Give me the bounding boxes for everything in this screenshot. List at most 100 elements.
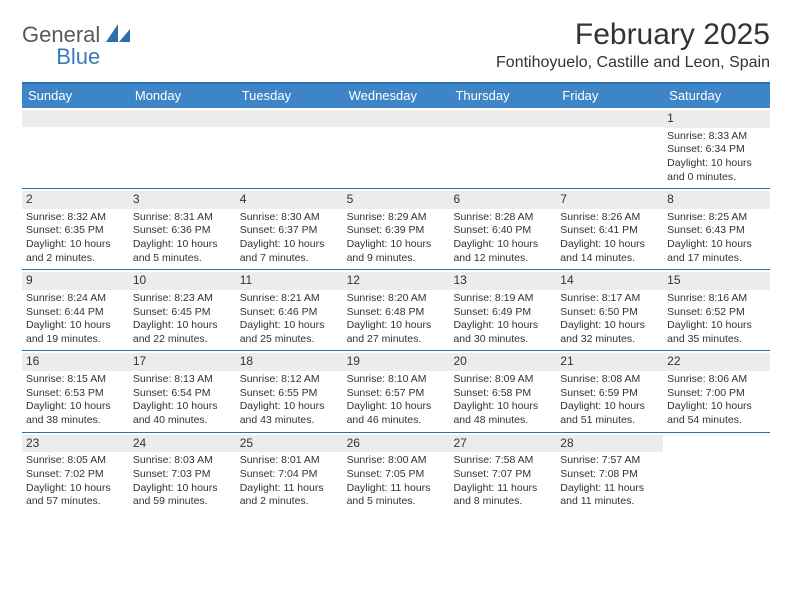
sunrise-text: Sunrise: 8:21 AM <box>240 292 339 306</box>
brand-logo: GeneralBlue <box>22 18 132 68</box>
sunrise-text: Sunrise: 8:05 AM <box>26 454 125 468</box>
daylight-text: Daylight: 10 hours and 59 minutes. <box>133 482 232 509</box>
sunset-text: Sunset: 7:00 PM <box>667 387 766 401</box>
sunrise-text: Sunrise: 8:06 AM <box>667 373 766 387</box>
daylight-text: Daylight: 10 hours and 27 minutes. <box>347 319 446 346</box>
month-title: February 2025 <box>496 18 770 52</box>
day-number: 16 <box>22 353 129 371</box>
daylight-text: Daylight: 10 hours and 25 minutes. <box>240 319 339 346</box>
daylight-text: Daylight: 10 hours and 35 minutes. <box>667 319 766 346</box>
sunset-text: Sunset: 6:41 PM <box>560 224 659 238</box>
daylight-text: Daylight: 11 hours and 2 minutes. <box>240 482 339 509</box>
day-number: 1 <box>663 110 770 128</box>
daylight-text: Daylight: 10 hours and 9 minutes. <box>347 238 446 265</box>
empty-cell <box>449 108 556 188</box>
daylight-text: Daylight: 10 hours and 14 minutes. <box>560 238 659 265</box>
day-cell: 21Sunrise: 8:08 AMSunset: 6:59 PMDayligh… <box>556 351 663 431</box>
day-number: 28 <box>556 435 663 453</box>
day-number <box>129 110 236 127</box>
brand-part1: General <box>22 24 100 46</box>
day-number: 27 <box>449 435 556 453</box>
day-number: 15 <box>663 272 770 290</box>
daylight-text: Daylight: 10 hours and 17 minutes. <box>667 238 766 265</box>
weekday-header: Friday <box>556 84 663 108</box>
day-cell: 13Sunrise: 8:19 AMSunset: 6:49 PMDayligh… <box>449 270 556 350</box>
day-number: 7 <box>556 191 663 209</box>
day-number <box>22 110 129 127</box>
sunset-text: Sunset: 7:02 PM <box>26 468 125 482</box>
sunset-text: Sunset: 6:40 PM <box>453 224 552 238</box>
empty-cell <box>236 108 343 188</box>
day-number: 14 <box>556 272 663 290</box>
sunrise-text: Sunrise: 7:58 AM <box>453 454 552 468</box>
sunrise-text: Sunrise: 8:19 AM <box>453 292 552 306</box>
day-number: 9 <box>22 272 129 290</box>
day-cell: 19Sunrise: 8:10 AMSunset: 6:57 PMDayligh… <box>343 351 450 431</box>
sunrise-text: Sunrise: 8:00 AM <box>347 454 446 468</box>
day-cell: 18Sunrise: 8:12 AMSunset: 6:55 PMDayligh… <box>236 351 343 431</box>
week-row: 2Sunrise: 8:32 AMSunset: 6:35 PMDaylight… <box>22 188 770 269</box>
daylight-text: Daylight: 10 hours and 32 minutes. <box>560 319 659 346</box>
day-cell: 15Sunrise: 8:16 AMSunset: 6:52 PMDayligh… <box>663 270 770 350</box>
sunrise-text: Sunrise: 8:01 AM <box>240 454 339 468</box>
sunset-text: Sunset: 6:49 PM <box>453 306 552 320</box>
daylight-text: Daylight: 10 hours and 57 minutes. <box>26 482 125 509</box>
daylight-text: Daylight: 10 hours and 38 minutes. <box>26 400 125 427</box>
sunrise-text: Sunrise: 8:09 AM <box>453 373 552 387</box>
empty-cell <box>129 108 236 188</box>
daylight-text: Daylight: 10 hours and 5 minutes. <box>133 238 232 265</box>
sunrise-text: Sunrise: 8:08 AM <box>560 373 659 387</box>
empty-cell <box>22 108 129 188</box>
daylight-text: Daylight: 10 hours and 43 minutes. <box>240 400 339 427</box>
day-number: 17 <box>129 353 236 371</box>
weekday-header: Saturday <box>663 84 770 108</box>
sunrise-text: Sunrise: 7:57 AM <box>560 454 659 468</box>
sunset-text: Sunset: 6:34 PM <box>667 143 766 157</box>
week-row: 23Sunrise: 8:05 AMSunset: 7:02 PMDayligh… <box>22 432 770 513</box>
day-number <box>236 110 343 127</box>
day-cell: 1Sunrise: 8:33 AMSunset: 6:34 PMDaylight… <box>663 108 770 188</box>
day-number: 18 <box>236 353 343 371</box>
day-cell: 23Sunrise: 8:05 AMSunset: 7:02 PMDayligh… <box>22 433 129 513</box>
week-row: 9Sunrise: 8:24 AMSunset: 6:44 PMDaylight… <box>22 269 770 350</box>
daylight-text: Daylight: 10 hours and 54 minutes. <box>667 400 766 427</box>
sunrise-text: Sunrise: 8:30 AM <box>240 211 339 225</box>
day-number: 5 <box>343 191 450 209</box>
day-number: 11 <box>236 272 343 290</box>
sunrise-text: Sunrise: 8:13 AM <box>133 373 232 387</box>
daylight-text: Daylight: 11 hours and 11 minutes. <box>560 482 659 509</box>
weekday-header-row: Sunday Monday Tuesday Wednesday Thursday… <box>22 84 770 108</box>
sunrise-text: Sunrise: 8:12 AM <box>240 373 339 387</box>
week-row: 1Sunrise: 8:33 AMSunset: 6:34 PMDaylight… <box>22 108 770 188</box>
sunrise-text: Sunrise: 8:20 AM <box>347 292 446 306</box>
sunrise-text: Sunrise: 8:03 AM <box>133 454 232 468</box>
sunset-text: Sunset: 7:08 PM <box>560 468 659 482</box>
weekday-header: Monday <box>129 84 236 108</box>
weeks-container: 1Sunrise: 8:33 AMSunset: 6:34 PMDaylight… <box>22 108 770 513</box>
week-row: 16Sunrise: 8:15 AMSunset: 6:53 PMDayligh… <box>22 350 770 431</box>
calendar-page: GeneralBlue February 2025 Fontihoyuelo, … <box>0 0 792 523</box>
daylight-text: Daylight: 10 hours and 51 minutes. <box>560 400 659 427</box>
brand-part2: Blue <box>56 44 100 69</box>
daylight-text: Daylight: 10 hours and 40 minutes. <box>133 400 232 427</box>
day-number: 6 <box>449 191 556 209</box>
sunrise-text: Sunrise: 8:15 AM <box>26 373 125 387</box>
title-block: February 2025 Fontihoyuelo, Castille and… <box>496 18 770 72</box>
sunset-text: Sunset: 6:53 PM <box>26 387 125 401</box>
day-cell: 6Sunrise: 8:28 AMSunset: 6:40 PMDaylight… <box>449 189 556 269</box>
sunset-text: Sunset: 6:36 PM <box>133 224 232 238</box>
sunset-text: Sunset: 6:45 PM <box>133 306 232 320</box>
day-number: 24 <box>129 435 236 453</box>
sunrise-text: Sunrise: 8:24 AM <box>26 292 125 306</box>
day-number: 20 <box>449 353 556 371</box>
daylight-text: Daylight: 10 hours and 46 minutes. <box>347 400 446 427</box>
day-cell: 22Sunrise: 8:06 AMSunset: 7:00 PMDayligh… <box>663 351 770 431</box>
sunrise-text: Sunrise: 8:31 AM <box>133 211 232 225</box>
day-cell: 26Sunrise: 8:00 AMSunset: 7:05 PMDayligh… <box>343 433 450 513</box>
daylight-text: Daylight: 11 hours and 8 minutes. <box>453 482 552 509</box>
day-cell: 24Sunrise: 8:03 AMSunset: 7:03 PMDayligh… <box>129 433 236 513</box>
sunset-text: Sunset: 6:58 PM <box>453 387 552 401</box>
sunrise-text: Sunrise: 8:23 AM <box>133 292 232 306</box>
sunset-text: Sunset: 6:54 PM <box>133 387 232 401</box>
empty-cell <box>556 108 663 188</box>
